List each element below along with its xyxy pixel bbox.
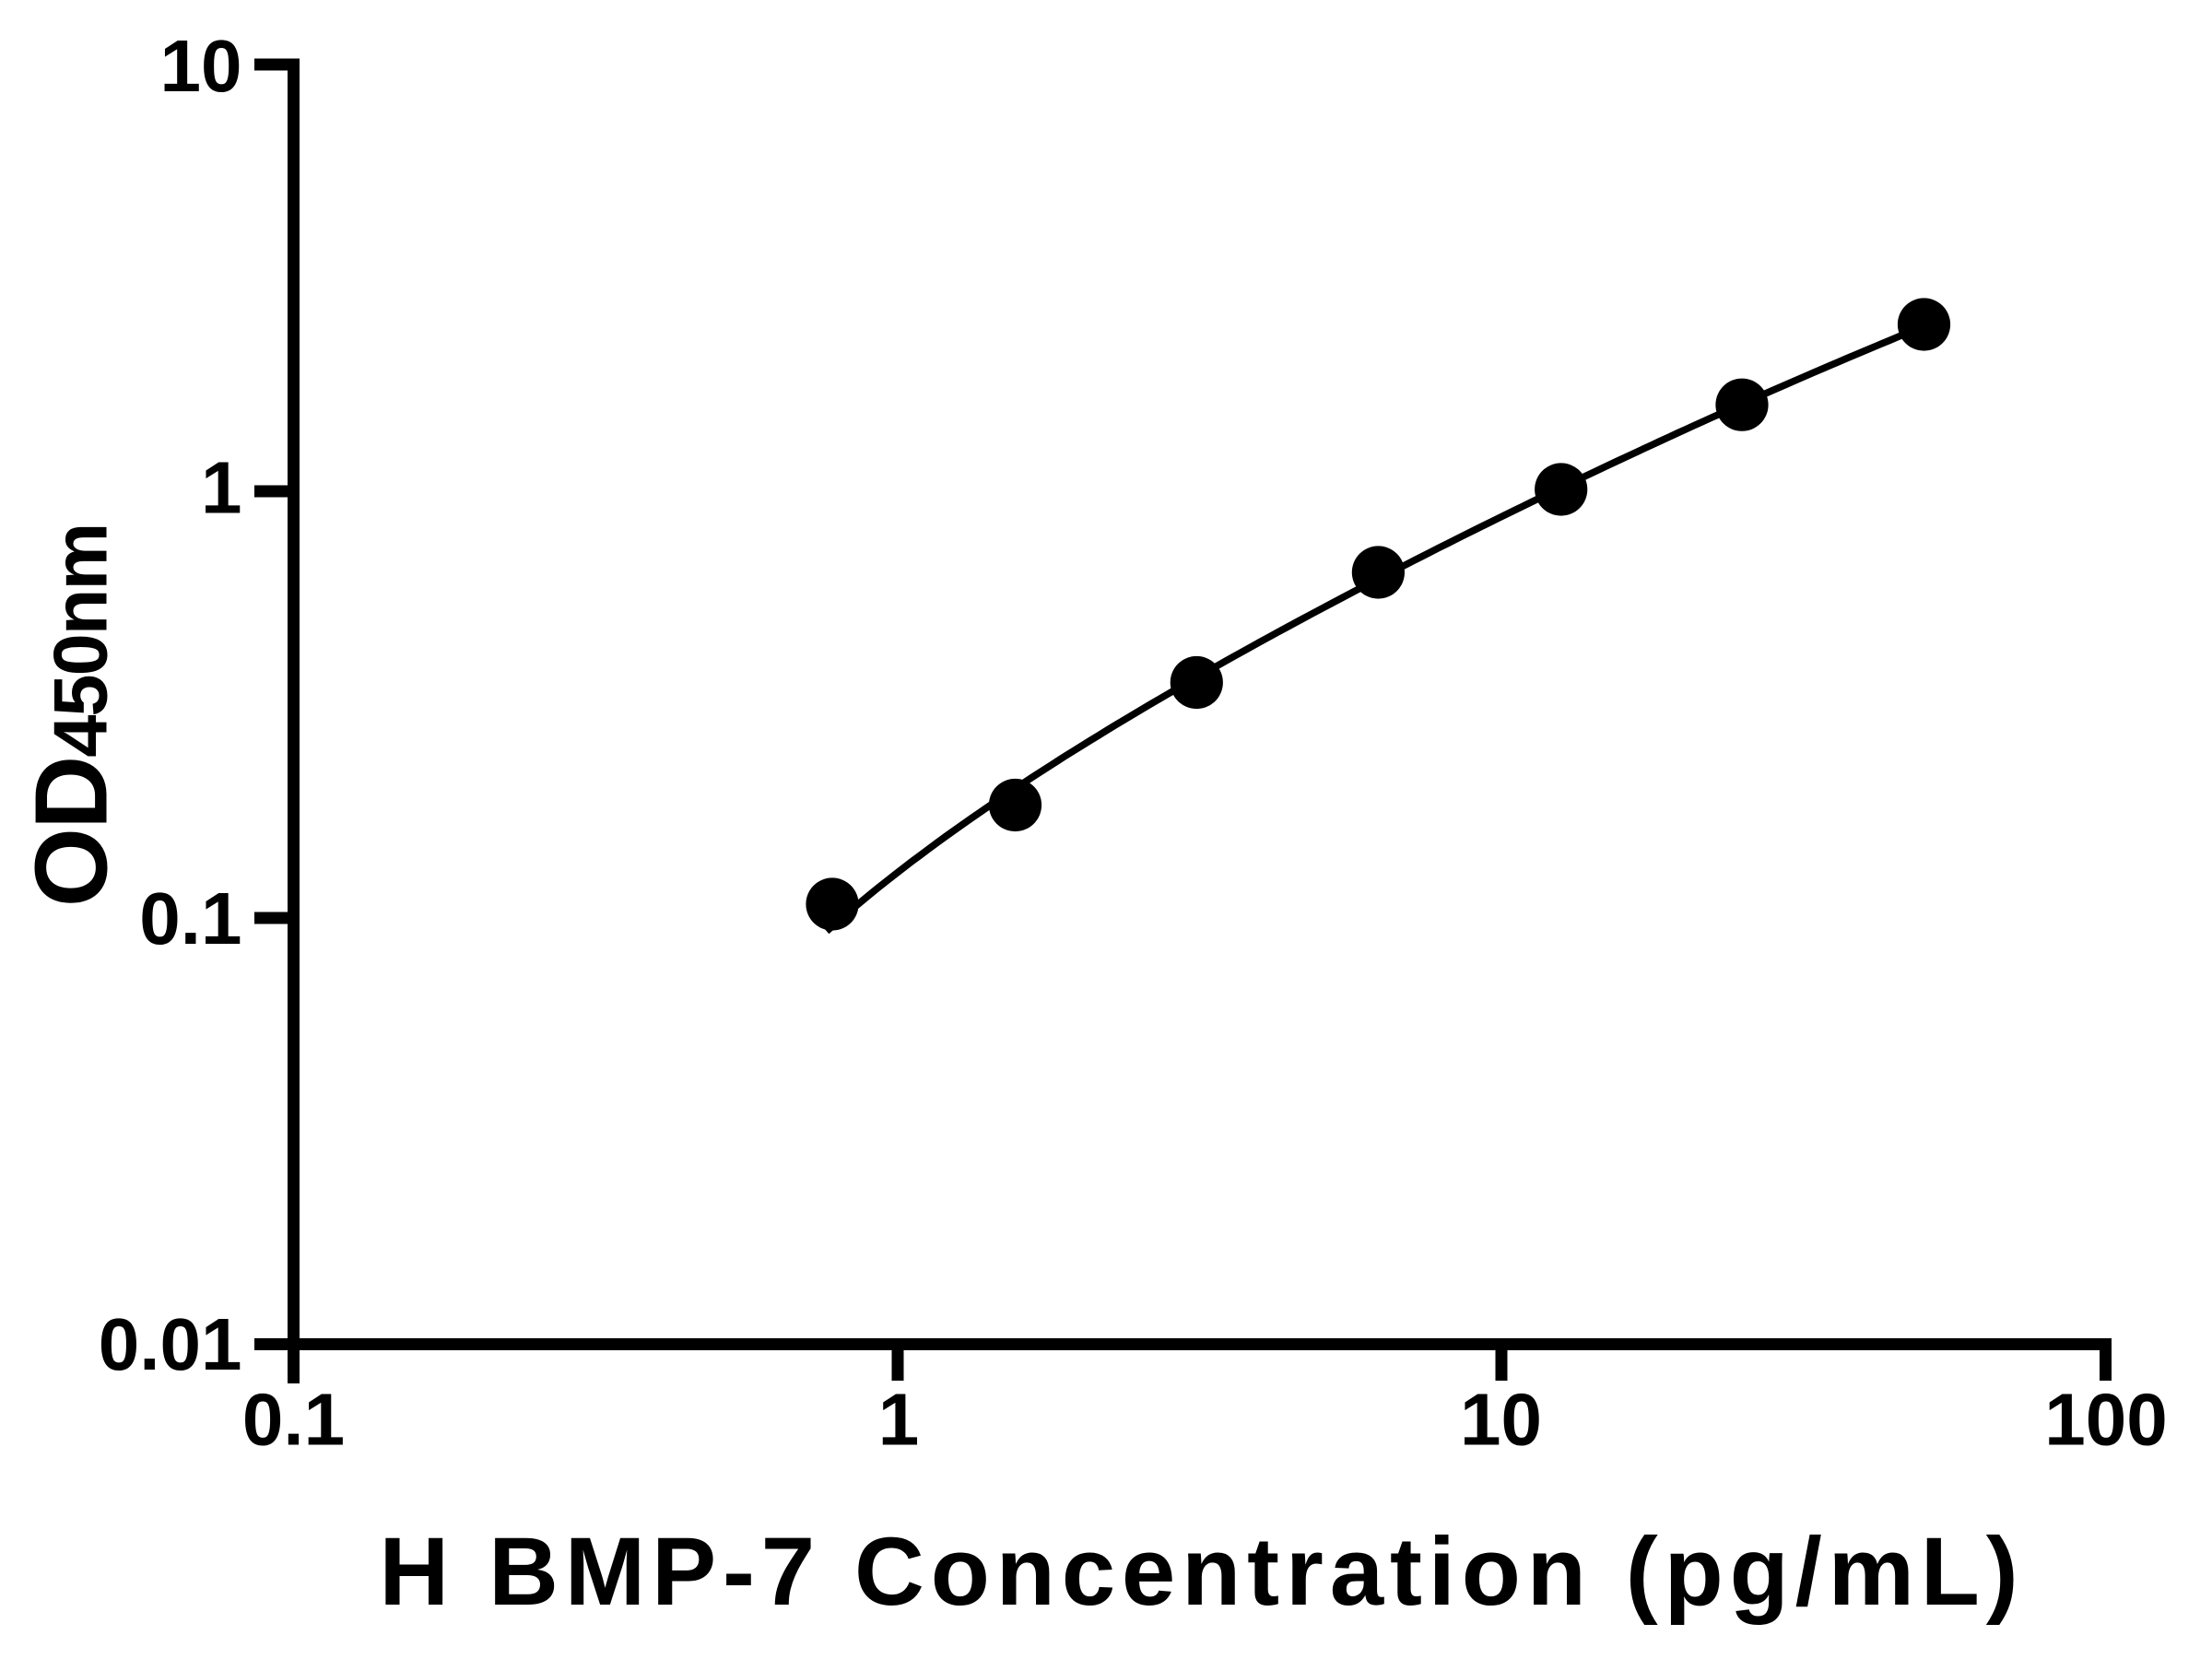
- svg-text:0.1: 0.1: [242, 1379, 345, 1461]
- svg-text:1: 1: [201, 447, 242, 529]
- svg-text:0.01: 0.01: [99, 1303, 242, 1385]
- svg-text:0.1: 0.1: [139, 877, 241, 959]
- svg-text:10: 10: [1460, 1379, 1542, 1461]
- svg-text:10: 10: [160, 25, 242, 107]
- svg-text:1: 1: [878, 1379, 920, 1461]
- svg-text:H BMP-7 Concentration (pg/mL): H BMP-7 Concentration (pg/mL): [379, 1518, 2024, 1626]
- svg-text:100: 100: [2044, 1379, 2167, 1461]
